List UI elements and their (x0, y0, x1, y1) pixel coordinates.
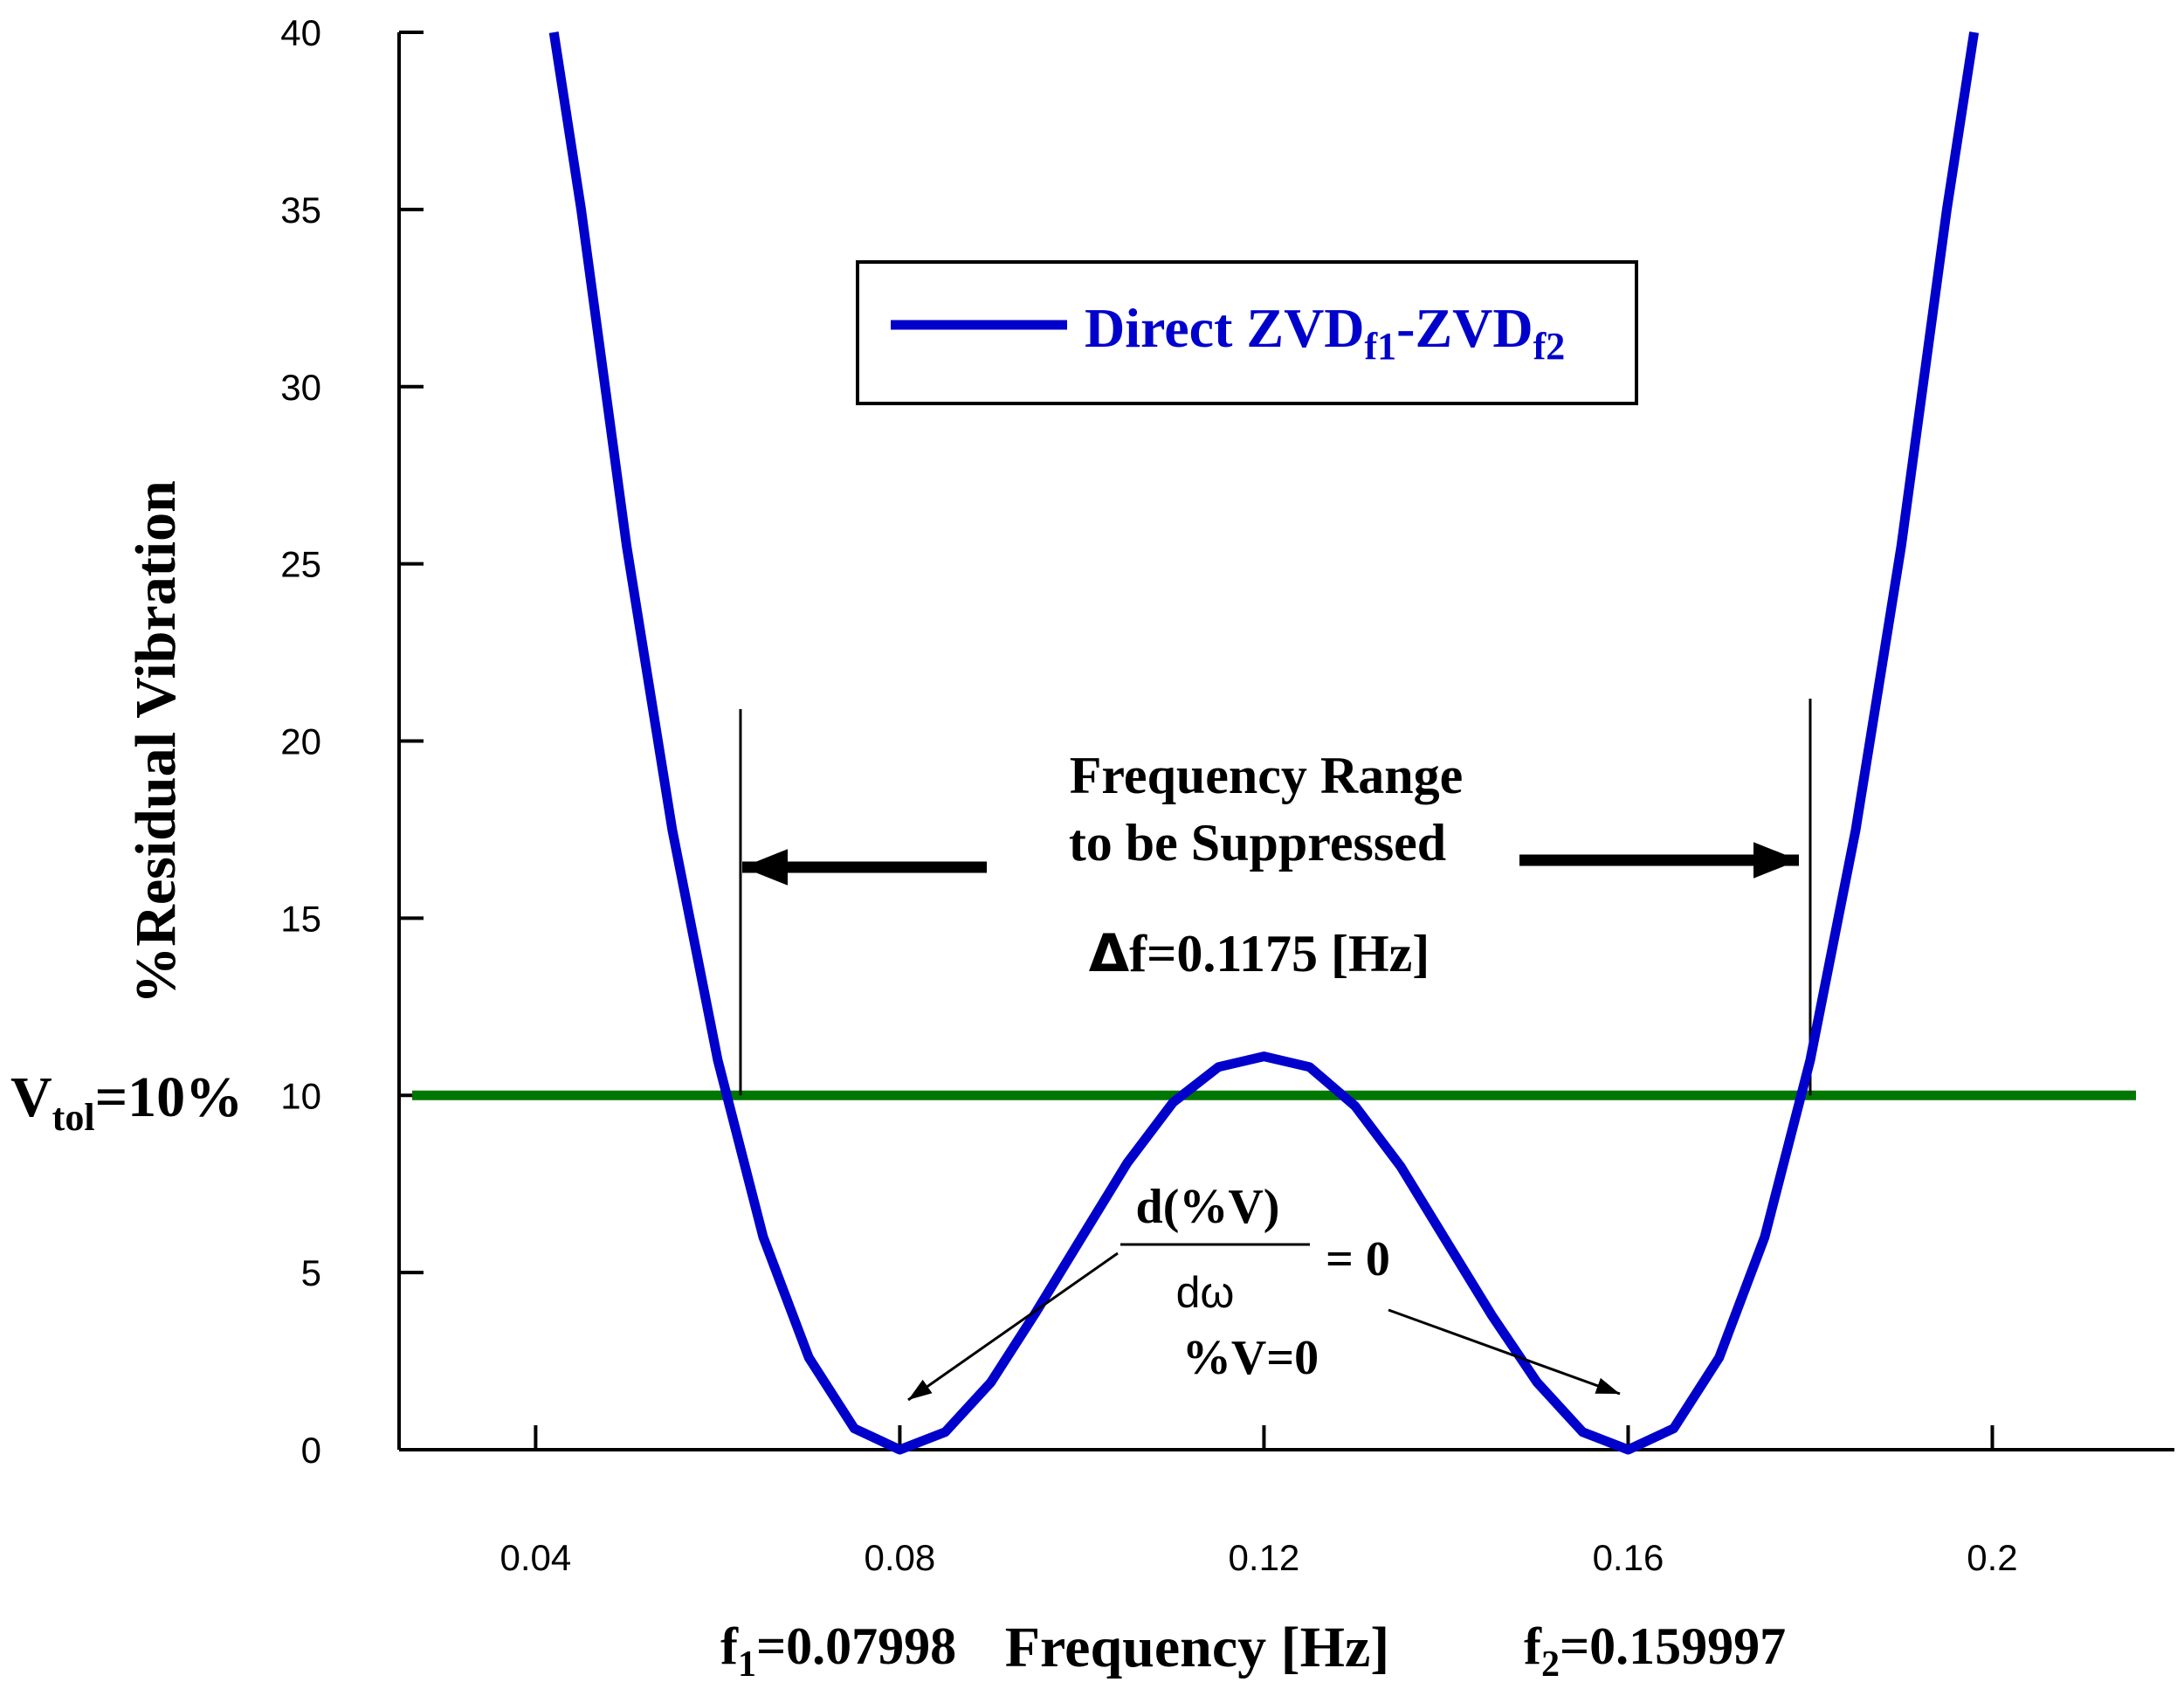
derivative-arrow-left (907, 1251, 1119, 1402)
f2-label-value: =0.159997 (1560, 1617, 1786, 1675)
y-tick-label: 40 (280, 12, 321, 53)
f1-label-sub: 1 (738, 1644, 756, 1685)
x-axis-title: Frequency [Hz] (1005, 1616, 1390, 1679)
f2-label-sub: 2 (1541, 1644, 1560, 1685)
legend: Direct ZVDf1-ZVDf2 (856, 260, 1638, 405)
x-ticks: 0.04 0.08 0.12 0.16 0.2 (500, 1425, 2018, 1578)
threshold-label-sub: tol (52, 1096, 95, 1139)
derivative-equals: = 0 (1326, 1232, 1390, 1286)
y-tick-label: 25 (280, 544, 321, 585)
y-tick-label: 15 (280, 898, 321, 939)
zero-vibration-label: %V=0 (1182, 1331, 1319, 1385)
f2-label-main: f (1524, 1617, 1542, 1675)
range-label-line2: to be Suppressed (1069, 814, 1446, 872)
legend-label-main: Direct ZVD (1085, 297, 1365, 359)
x-tick-label: 0.08 (865, 1537, 936, 1578)
delta-text: f=0.1175 [Hz] (1129, 925, 1430, 982)
y-tick-label: 0 (301, 1430, 321, 1471)
x-tick-label: 0.2 (1967, 1537, 2017, 1578)
x-tick-label: 0.12 (1229, 1537, 1300, 1578)
y-tick-label: 10 (280, 1075, 321, 1116)
x-tick-label: 0.04 (500, 1537, 572, 1578)
f2-label: f2=0.159997 (1524, 1617, 1786, 1685)
axes: 0 5 10 15 20 25 30 35 40 0.04 0.08 0.12 0.16 0.2 (280, 12, 2174, 1578)
y-tick-label: 20 (280, 721, 321, 762)
legend-label-mid: -ZVD (1396, 297, 1533, 359)
threshold-label-rest: =10% (95, 1065, 244, 1129)
delta-f-label: Δf=0.1175 [Hz] (1089, 923, 1430, 984)
range-label-line1: Frequency Range (1070, 747, 1464, 804)
y-tick-label: 35 (280, 190, 321, 231)
threshold-label: Vtol=10% (10, 1065, 243, 1139)
y-tick-label: 5 (301, 1252, 321, 1293)
derivative-arrow-right (1388, 1308, 1621, 1396)
derivative-numerator: d(%V) (1136, 1180, 1280, 1234)
delta-symbol: Δ (1089, 923, 1130, 984)
derivative-denominator: dω (1176, 1268, 1235, 1317)
legend-label-sub2: f2 (1533, 325, 1566, 368)
legend-box (856, 260, 1638, 405)
y-axis-title: %Residual Vibration (124, 480, 188, 1004)
threshold-label-main: V (10, 1065, 52, 1129)
f1-label-main: f (720, 1617, 739, 1675)
y-ticks: 0 5 10 15 20 25 30 35 40 (280, 12, 424, 1471)
y-tick-label: 30 (280, 367, 321, 408)
legend-label: Direct ZVDf1-ZVDf2 (1085, 297, 1565, 368)
series-line-direct-zvd (548, 31, 1980, 1455)
f1-label: f1=0.07998 (720, 1617, 956, 1685)
legend-label-sub1: f1 (1365, 325, 1397, 368)
f1-label-value: =0.07998 (756, 1617, 956, 1675)
x-tick-label: 0.16 (1593, 1537, 1664, 1578)
